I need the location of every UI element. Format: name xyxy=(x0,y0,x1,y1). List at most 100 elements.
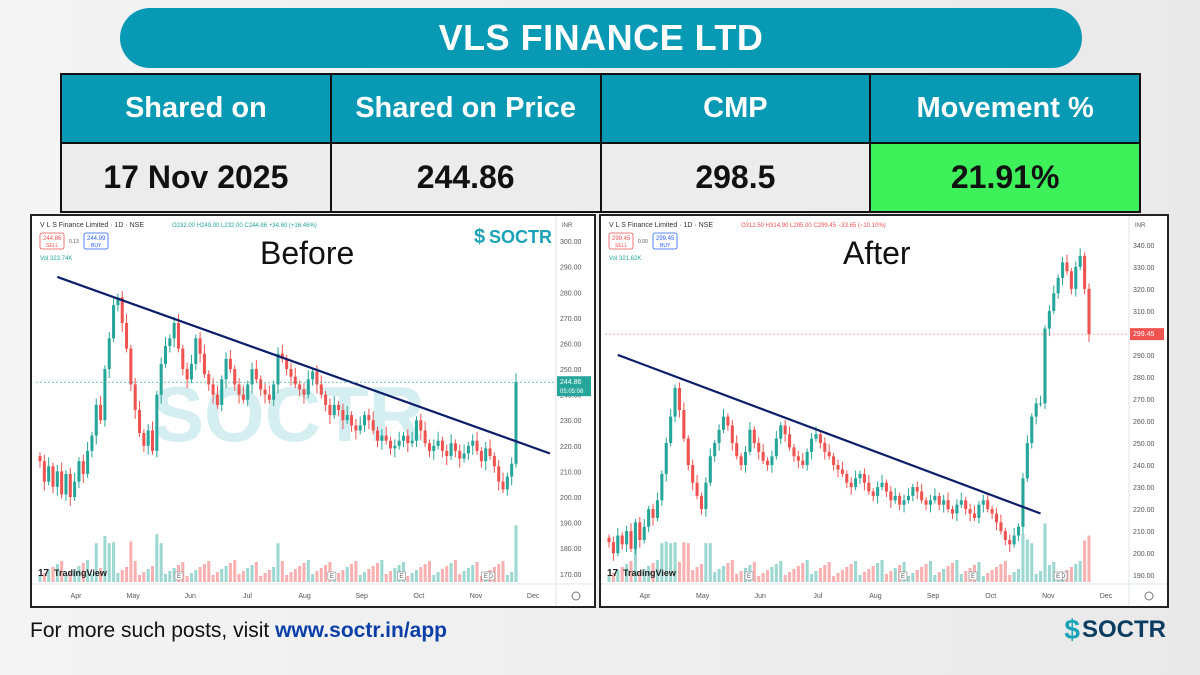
candle-body xyxy=(862,473,866,483)
event-marker-label: E xyxy=(399,574,403,580)
candle-body xyxy=(977,504,981,518)
volume-bar xyxy=(276,543,280,582)
volume-bar xyxy=(150,566,155,582)
volume-bar xyxy=(1043,523,1047,582)
candle-body xyxy=(449,443,453,457)
candle-body xyxy=(181,348,185,370)
candle-body xyxy=(836,465,840,470)
volume-bar xyxy=(893,568,897,582)
header-shared-on: Shared on xyxy=(60,73,332,144)
volume-bar xyxy=(664,541,668,582)
candle-body xyxy=(176,323,180,349)
candle-body xyxy=(607,537,611,543)
tradingview-logo-text: TradingView xyxy=(623,568,677,578)
candle-body xyxy=(1078,255,1082,267)
volume-bar xyxy=(445,566,449,582)
volume-bar xyxy=(159,543,163,582)
ohlc-readout: O312.50 H314.90 L295.00 C299.45 −33.65 (… xyxy=(741,223,886,229)
candle-body xyxy=(371,420,375,431)
volume-bar xyxy=(449,563,453,582)
volume-bar xyxy=(1003,561,1007,582)
volume-bar xyxy=(686,543,690,582)
volume-bar xyxy=(647,566,651,582)
volume-bar xyxy=(189,573,193,582)
volume-bar xyxy=(423,564,427,582)
candle-body xyxy=(376,430,380,441)
candle-body xyxy=(345,415,349,421)
candle-body xyxy=(479,450,483,462)
event-marker-label: E xyxy=(484,574,488,580)
currency-label: INR xyxy=(1135,223,1146,229)
candle-body xyxy=(880,482,884,488)
event-marker-label: D xyxy=(489,574,494,580)
candle-body xyxy=(695,482,699,496)
volume-bar xyxy=(163,574,168,582)
candle-body xyxy=(999,522,1003,532)
time-tick-label: Sep xyxy=(355,593,368,600)
volume-bar xyxy=(818,568,822,582)
volume-bar xyxy=(319,568,323,582)
candle-body xyxy=(397,440,401,446)
volume-bar xyxy=(752,562,756,582)
chart-after-svg: 340.00330.00320.00310.00300.00290.00280.… xyxy=(601,216,1167,606)
volume-bar xyxy=(90,574,94,582)
volume-bar xyxy=(129,541,133,582)
chart-after[interactable]: 340.00330.00320.00310.00300.00290.00280.… xyxy=(599,214,1169,608)
candle-body xyxy=(445,450,449,457)
volume-bar xyxy=(770,567,774,582)
candle-body xyxy=(81,461,85,474)
volume-bar xyxy=(406,576,410,582)
volume-bar xyxy=(1039,571,1043,582)
candle-body xyxy=(410,440,414,444)
volume-bar xyxy=(937,572,941,582)
candle-body xyxy=(466,445,470,454)
candle-body xyxy=(155,394,159,451)
price-tick-label: 300.00 xyxy=(560,239,582,246)
chart-before[interactable]: 300.00290.00280.00270.00260.00250.00240.… xyxy=(30,214,596,608)
candle-body xyxy=(1025,443,1029,479)
price-tick-label: 310.00 xyxy=(1133,309,1155,316)
volume-bar xyxy=(55,564,59,582)
volume-bar xyxy=(259,576,263,582)
spread-label: 0.00 xyxy=(638,239,648,245)
candle-body xyxy=(651,509,655,518)
price-tick-label: 190.00 xyxy=(1133,573,1155,580)
candle-body xyxy=(77,461,81,482)
volume-bar xyxy=(1025,539,1029,582)
candle-body xyxy=(94,404,98,436)
time-tick-label: Apr xyxy=(640,593,652,600)
candle-body xyxy=(937,495,941,505)
volume-bar xyxy=(840,570,844,582)
candle-body xyxy=(902,500,906,505)
volume-bar xyxy=(81,563,85,582)
footer-link[interactable]: www.soctr.in/app xyxy=(275,619,447,642)
candle-body xyxy=(642,526,646,540)
candle-body xyxy=(315,371,319,385)
time-tick-label: Apr xyxy=(71,593,83,600)
volume-bar xyxy=(345,567,349,582)
volume-bar xyxy=(168,571,172,582)
time-tick-label: Jun xyxy=(185,593,196,600)
volume-bar xyxy=(194,570,198,582)
candle-body xyxy=(414,420,418,441)
volume-bar xyxy=(699,564,704,582)
volume-bar xyxy=(185,576,189,582)
volume-bar xyxy=(849,564,853,582)
candle-body xyxy=(246,384,250,400)
candle-body xyxy=(972,513,977,518)
price-tick-label: 260.00 xyxy=(1133,419,1155,426)
volume-bar xyxy=(466,568,470,582)
time-tick-label: Nov xyxy=(470,593,483,600)
candle-body xyxy=(38,456,42,462)
candle-body xyxy=(933,495,937,501)
price-tick-label: 320.00 xyxy=(1133,287,1155,294)
candle-body xyxy=(673,387,677,417)
candle-body xyxy=(42,461,46,482)
price-tick-label: 260.00 xyxy=(560,341,582,348)
volume-bar xyxy=(981,576,985,582)
volume-bar xyxy=(845,567,849,582)
volume-bar xyxy=(765,570,770,582)
volume-bar xyxy=(73,569,77,582)
volume-bar xyxy=(432,575,436,582)
volume-bar xyxy=(677,562,681,582)
